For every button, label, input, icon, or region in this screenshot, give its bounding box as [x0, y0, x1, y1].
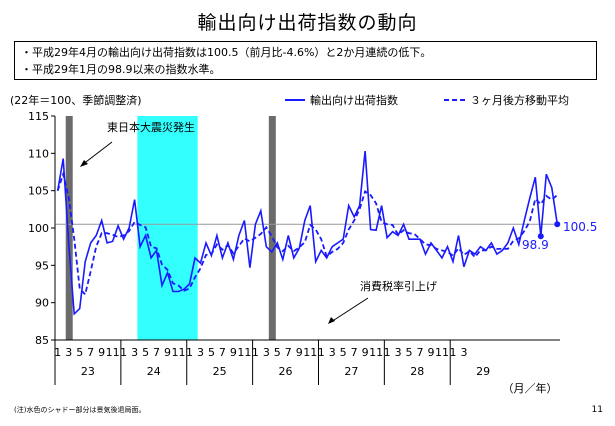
- x-year-label: 29: [476, 365, 490, 378]
- x-year-label: 24: [147, 365, 161, 378]
- x-month-label: 5: [274, 346, 281, 359]
- y-tick-label: 85: [35, 334, 49, 347]
- x-month-label: 5: [76, 346, 83, 359]
- x-month-label: 3: [395, 346, 402, 359]
- x-month-label: 11: [435, 346, 449, 359]
- earthquake-band: [65, 116, 73, 340]
- x-month-label: 3: [329, 346, 336, 359]
- y-tick-label: 90: [35, 297, 49, 310]
- x-month-label: 7: [285, 346, 292, 359]
- x-year-label: 28: [410, 365, 424, 378]
- annotation-jan-2017-value: 98.9: [522, 238, 549, 252]
- page-title: 輸出向け出荷指数の動向: [197, 12, 418, 34]
- x-month-label: 3: [460, 346, 467, 359]
- x-year-label: 25: [213, 365, 227, 378]
- x-month-label: 9: [296, 346, 303, 359]
- annotation-earthquake-arrowhead: [80, 160, 88, 167]
- x-month-label: 5: [340, 346, 347, 359]
- x-month-label: 7: [417, 346, 424, 359]
- x-month-label: 11: [303, 346, 317, 359]
- x-month-label: 9: [230, 346, 237, 359]
- x-month-label: 3: [65, 346, 72, 359]
- x-month-label: 5: [208, 346, 215, 359]
- x-month-label: 1: [252, 346, 259, 359]
- tax-hike-band: [268, 116, 276, 340]
- x-month-label: 11: [106, 346, 120, 359]
- x-month-label: 7: [351, 346, 358, 359]
- series-line-export-index: [56, 151, 559, 316]
- series-line-moving-average: [56, 170, 558, 297]
- y-tick-label: 100: [28, 222, 49, 235]
- annotation-tax-hike-arrowhead: [328, 317, 335, 324]
- legend: 輸出向け出荷指数 ３ヶ月後方移動平均: [285, 93, 569, 107]
- x-year-label: 23: [81, 365, 95, 378]
- page-number: 11: [591, 405, 603, 415]
- x-month-label: 1: [54, 346, 61, 359]
- latest-point-marker: [554, 221, 561, 228]
- annotation-tax-hike-arrow: [330, 297, 369, 323]
- x-month-label: 1: [186, 346, 193, 359]
- y-tick-label: 105: [28, 185, 49, 198]
- x-unit-label: （月／年）: [503, 381, 558, 395]
- x-month-label: 1: [120, 346, 127, 359]
- x-month-label: 9: [164, 346, 171, 359]
- legend-label-export-index: 輸出向け出荷指数: [310, 93, 398, 107]
- annotation-earthquake: 東日本大震災発生: [107, 120, 195, 134]
- x-month-label: 1: [449, 346, 456, 359]
- x-month-label: 3: [131, 346, 138, 359]
- annotation-tax-hike: 消費税率引上げ: [360, 279, 437, 293]
- x-month-label: 3: [197, 346, 204, 359]
- x-month-label: 7: [87, 346, 94, 359]
- x-month-label: 1: [318, 346, 325, 359]
- x-year-label: 27: [344, 365, 358, 378]
- y-unit-label: (22年＝100、季節調整済): [10, 93, 142, 107]
- x-month-label: 7: [153, 346, 160, 359]
- x-month-label: 9: [98, 346, 105, 359]
- summary-box: ・平成29年4月の輸出向け出荷指数は100.5（前月比-4.6%）と2か月連続の…: [14, 41, 597, 80]
- x-month-label: 11: [369, 346, 383, 359]
- y-tick-label: 110: [28, 147, 49, 160]
- annotation-latest-value: 100.5: [563, 220, 597, 234]
- y-tick-label: 115: [28, 110, 49, 123]
- legend-label-moving-average: ３ヶ月後方移動平均: [470, 93, 569, 107]
- y-tick-label: 95: [35, 259, 49, 272]
- recession-band: [137, 116, 198, 340]
- x-month-label: 1: [384, 346, 391, 359]
- x-month-label: 7: [219, 346, 226, 359]
- x-month-label: 3: [263, 346, 270, 359]
- x-month-label: 5: [142, 346, 149, 359]
- summary-bullet-2: ・平成29年1月の98.9以来の指数水準。: [21, 63, 221, 76]
- jan-2017-point-marker: [537, 233, 544, 240]
- summary-bullet-1: ・平成29年4月の輸出向け出荷指数は100.5（前月比-4.6%）と2か月連続の…: [21, 46, 432, 59]
- x-month-label: 11: [237, 346, 251, 359]
- x-month-label: 11: [172, 346, 186, 359]
- footnote: (注)水色のシャドー部分は景気後退局面。: [14, 406, 146, 414]
- x-month-label: 9: [428, 346, 435, 359]
- x-month-label: 5: [406, 346, 413, 359]
- annotation-earthquake-arrow: [81, 141, 113, 166]
- x-year-label: 26: [279, 365, 293, 378]
- x-month-label: 9: [362, 346, 369, 359]
